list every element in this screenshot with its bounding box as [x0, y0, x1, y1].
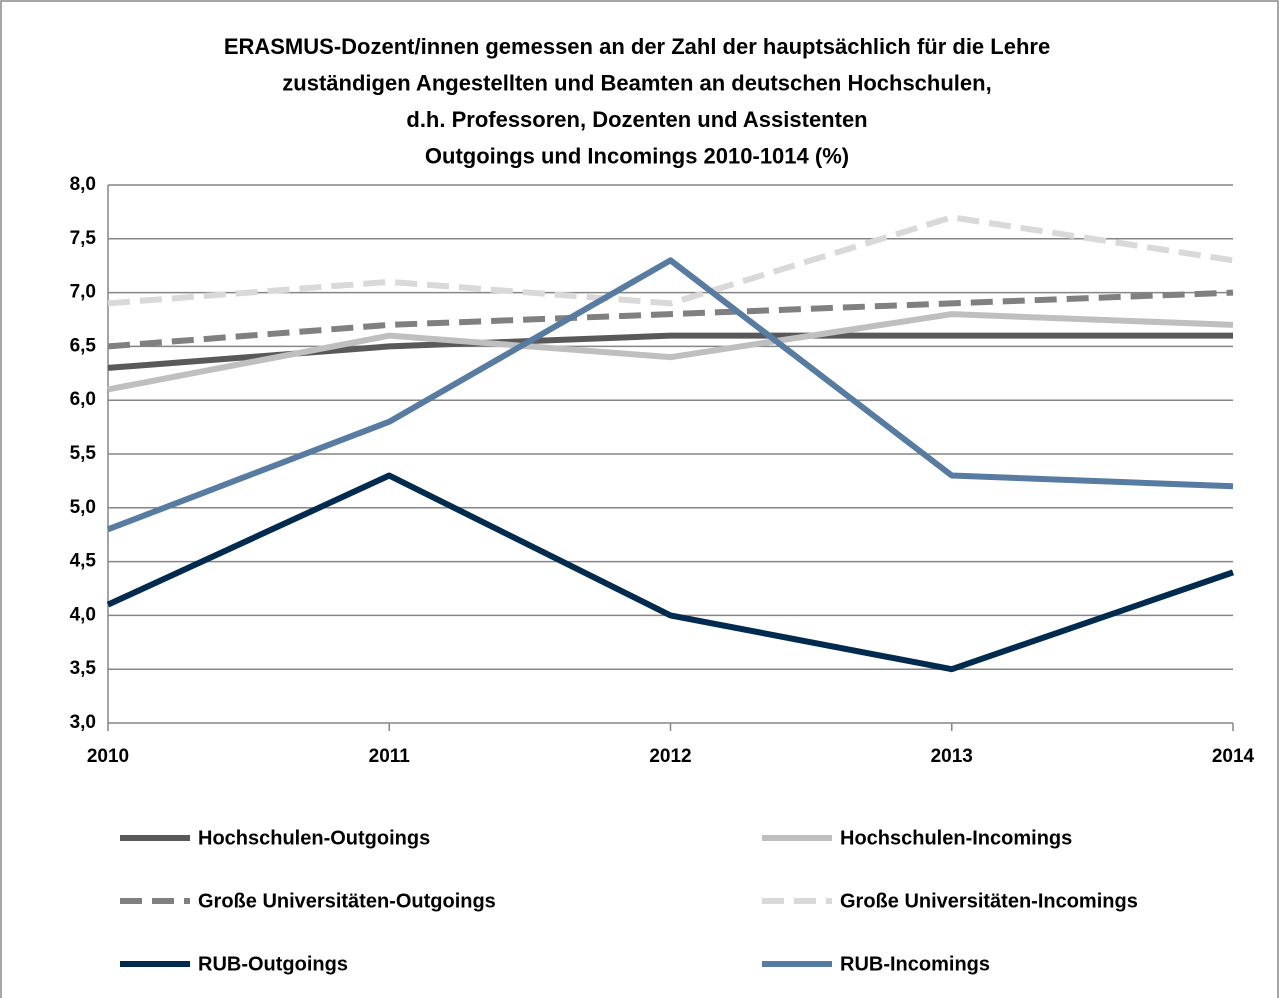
- x-tick-label: 2011: [369, 746, 411, 767]
- y-tick-label: 3,0: [70, 712, 96, 733]
- chart-title: Outgoings und Incomings 2010-1014 (%): [425, 143, 849, 168]
- chart-title: zuständigen Angestellten und Beamten an …: [282, 70, 991, 95]
- series-line: [107, 214, 1234, 307]
- y-tick-label: 3,5: [70, 658, 97, 679]
- legend-label: Große Universitäten-Incomings: [840, 890, 1138, 912]
- y-tick-label: 8,0: [70, 174, 96, 195]
- legend-label: Große Universitäten-Outgoings: [198, 890, 496, 912]
- y-tick-label: 7,0: [70, 282, 96, 303]
- x-tick-label: 2013: [931, 746, 973, 767]
- x-tick-label: 2012: [649, 746, 691, 767]
- legend-label: RUB-Incomings: [840, 953, 990, 975]
- series-line: [106, 257, 1234, 533]
- chart-title: ERASMUS-Dozent/innen gemessen an der Zah…: [224, 34, 1050, 59]
- y-tick-label: 6,5: [70, 335, 97, 356]
- legend-label: RUB-Outgoings: [198, 953, 348, 975]
- y-tick-label: 6,0: [70, 389, 96, 410]
- legend-label: Hochschulen-Outgoings: [198, 827, 430, 849]
- x-tick-label: 2014: [1212, 746, 1255, 767]
- legend-label: Hochschulen-Incomings: [840, 827, 1072, 849]
- y-tick-label: 5,0: [70, 497, 96, 518]
- x-tick-label: 2010: [87, 746, 129, 767]
- series-line: [107, 289, 1234, 350]
- series-line: [106, 472, 1234, 673]
- y-tick-label: 4,5: [70, 551, 97, 572]
- y-tick-label: 4,0: [70, 604, 96, 625]
- series-line: [107, 311, 1234, 393]
- y-tick-label: 7,5: [70, 228, 97, 249]
- y-tick-label: 5,5: [70, 443, 97, 464]
- chart-title: d.h. Professoren, Dozenten und Assistent…: [406, 107, 867, 132]
